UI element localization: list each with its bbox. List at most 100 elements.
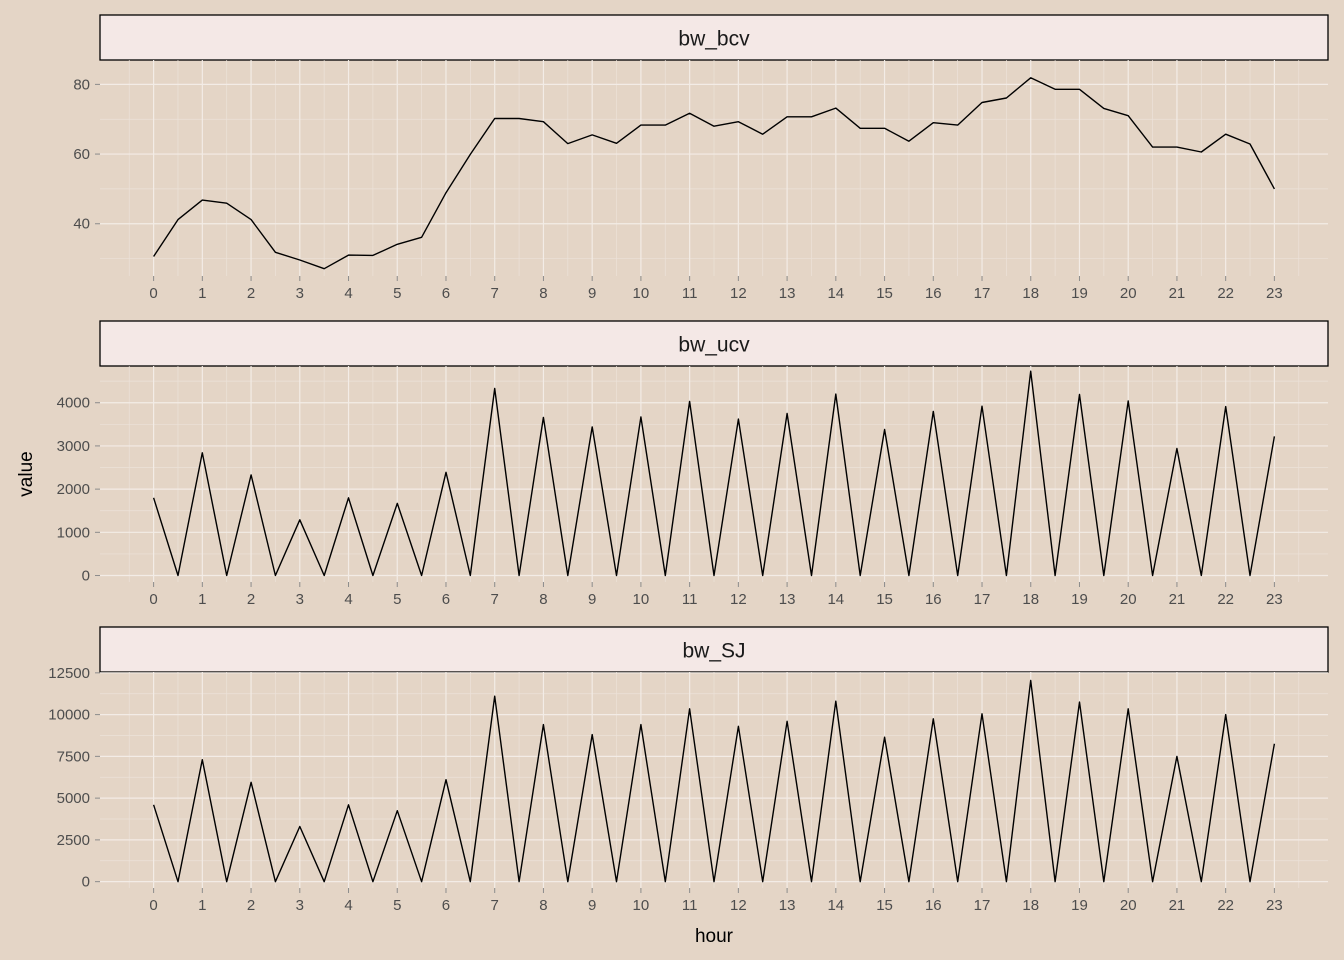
x-tick-label: 18 [1022, 897, 1039, 914]
y-tick-label: 0 [82, 874, 90, 891]
x-tick-label: 18 [1022, 285, 1039, 302]
strip-bw_ucv [99, 320, 1329, 367]
x-tick-label: 7 [491, 285, 499, 302]
x-tick-label: 14 [827, 591, 844, 608]
series-line-bw_SJ [152, 679, 1276, 883]
x-tick-label: 19 [1071, 285, 1088, 302]
x-tick-label: 23 [1266, 897, 1283, 914]
strip-label-bw_SJ: bw_SJ [682, 640, 745, 663]
x-tick-label: 15 [876, 591, 893, 608]
x-tick-label: 6 [442, 897, 450, 914]
y-tick-label: 80 [73, 76, 90, 93]
x-tick-label: 1 [198, 591, 206, 608]
x-tick-label: 3 [296, 591, 304, 608]
x-tick-label: 17 [974, 591, 991, 608]
x-tick-label: 7 [491, 591, 499, 608]
x-tick-label: 17 [974, 285, 991, 302]
x-tick-label: 17 [974, 897, 991, 914]
x-tick-label: 8 [539, 285, 547, 302]
x-tick-label: 1 [198, 897, 206, 914]
x-tick-label: 8 [539, 897, 547, 914]
x-tick-label: 21 [1169, 591, 1186, 608]
x-tick-label: 12 [730, 591, 747, 608]
strip-bw_bcv [99, 14, 1329, 61]
x-tick-label: 9 [588, 897, 596, 914]
y-tick-label: 40 [73, 216, 90, 233]
x-tick-label: 1 [198, 285, 206, 302]
x-tick-label: 9 [588, 285, 596, 302]
x-tick-label: 6 [442, 591, 450, 608]
y-tick-label: 1000 [57, 524, 90, 541]
x-tick-label: 6 [442, 285, 450, 302]
strip-label-bw_bcv: bw_bcv [678, 28, 750, 51]
x-tick-label: 11 [682, 897, 698, 914]
x-tick-label: 15 [876, 285, 893, 302]
x-tick-label: 4 [344, 285, 352, 302]
x-tick-label: 5 [393, 285, 401, 302]
x-tick-label: 5 [393, 591, 401, 608]
x-tick-label: 10 [633, 591, 650, 608]
x-tick-label: 22 [1217, 285, 1234, 302]
x-tick-label: 0 [149, 285, 157, 302]
x-tick-label: 16 [925, 591, 942, 608]
x-tick-label: 12 [730, 285, 747, 302]
y-tick-label: 2500 [57, 832, 90, 849]
x-tick-label: 21 [1169, 897, 1186, 914]
x-tick-label: 23 [1266, 591, 1283, 608]
x-tick-label: 2 [247, 285, 255, 302]
strip-label-bw_ucv: bw_ucv [678, 334, 750, 357]
x-tick-label: 14 [827, 897, 844, 914]
x-tick-label: 2 [247, 897, 255, 914]
x-tick-label: 13 [779, 897, 796, 914]
y-tick-label: 5000 [57, 790, 90, 807]
y-tick-label: 12500 [48, 665, 90, 682]
x-tick-label: 4 [344, 591, 352, 608]
x-tick-label: 20 [1120, 591, 1137, 608]
x-tick-label: 18 [1022, 591, 1039, 608]
y-tick-label: 10000 [48, 707, 90, 724]
x-tick-label: 12 [730, 897, 747, 914]
strip-bw_SJ [99, 626, 1329, 673]
x-tick-label: 10 [633, 285, 650, 302]
x-tick-label: 22 [1217, 591, 1234, 608]
x-tick-label: 5 [393, 897, 401, 914]
x-tick-label: 19 [1071, 591, 1088, 608]
x-tick-label: 14 [827, 285, 844, 302]
series-line-bw_bcv [153, 77, 1276, 270]
x-tick-label: 19 [1071, 897, 1088, 914]
x-tick-label: 22 [1217, 897, 1234, 914]
y-tick-label: 2000 [57, 481, 90, 498]
y-tick-label: 0 [82, 568, 90, 585]
y-tick-label: 60 [73, 146, 90, 163]
x-tick-label: 0 [149, 897, 157, 914]
x-axis-title: hour [695, 926, 734, 947]
x-tick-label: 21 [1169, 285, 1186, 302]
x-tick-label: 20 [1120, 897, 1137, 914]
y-axis-title: value [16, 451, 37, 496]
y-tick-label: 7500 [57, 748, 90, 765]
x-tick-label: 7 [491, 897, 499, 914]
x-tick-label: 20 [1120, 285, 1137, 302]
x-tick-label: 16 [925, 285, 942, 302]
x-tick-label: 9 [588, 591, 596, 608]
x-tick-label: 2 [247, 591, 255, 608]
y-tick-label: 3000 [57, 438, 90, 455]
x-tick-label: 13 [779, 285, 796, 302]
x-tick-label: 15 [876, 897, 893, 914]
x-tick-label: 10 [633, 897, 650, 914]
x-tick-label: 11 [682, 285, 698, 302]
x-tick-label: 3 [296, 285, 304, 302]
x-tick-label: 23 [1266, 285, 1283, 302]
x-tick-label: 0 [149, 591, 157, 608]
x-tick-label: 3 [296, 897, 304, 914]
x-tick-label: 4 [344, 897, 352, 914]
y-tick-label: 4000 [57, 395, 90, 412]
x-tick-label: 8 [539, 591, 547, 608]
series-line-bw_ucv [152, 370, 1276, 577]
x-tick-label: 16 [925, 897, 942, 914]
